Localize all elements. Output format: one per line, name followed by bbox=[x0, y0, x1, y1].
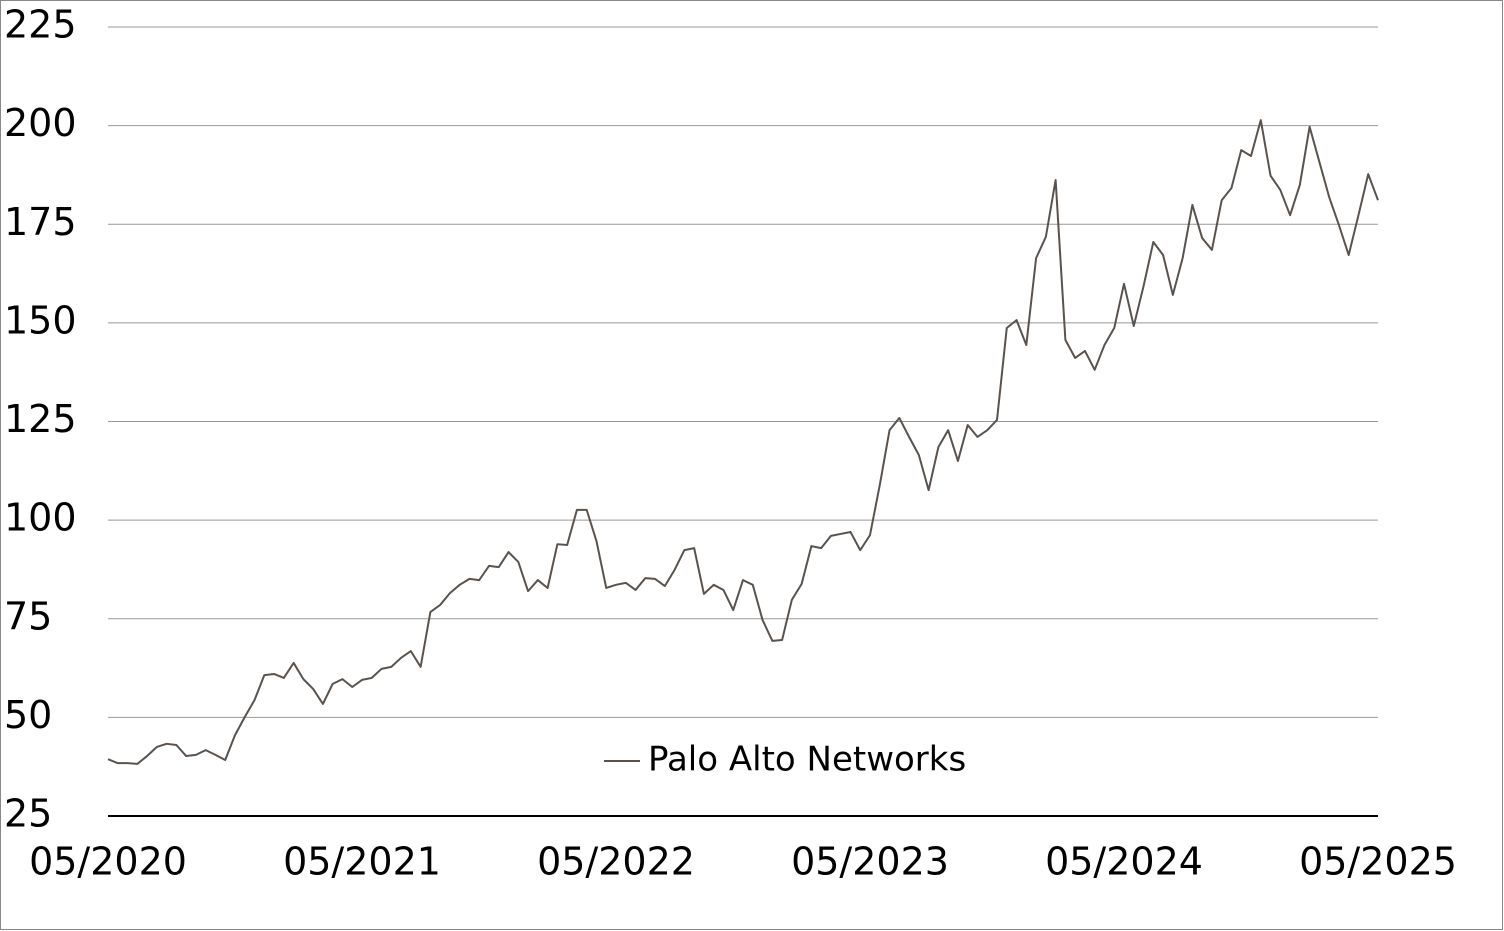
y-tick-label: 50 bbox=[4, 693, 52, 737]
x-tick-label: 05/2025 bbox=[1299, 840, 1457, 884]
legend-label: Palo Alto Networks bbox=[648, 740, 966, 780]
x-tick-label: 05/2024 bbox=[1045, 840, 1203, 884]
x-tick-label: 05/2020 bbox=[29, 840, 187, 884]
y-tick-label: 175 bbox=[4, 200, 77, 244]
y-tick-label: 100 bbox=[4, 496, 77, 540]
y-tick-label: 125 bbox=[4, 397, 77, 441]
x-tick-label: 05/2023 bbox=[791, 840, 949, 884]
y-tick-label: 25 bbox=[4, 792, 52, 836]
y-tick-label: 75 bbox=[4, 594, 52, 638]
y-tick-label: 200 bbox=[4, 101, 77, 145]
x-tick-label: 05/2022 bbox=[537, 840, 695, 884]
x-tick-label: 05/2021 bbox=[283, 840, 441, 884]
line-series bbox=[107, 119, 1379, 765]
y-tick-label: 225 bbox=[4, 3, 77, 47]
y-tick-label: 150 bbox=[4, 298, 77, 342]
